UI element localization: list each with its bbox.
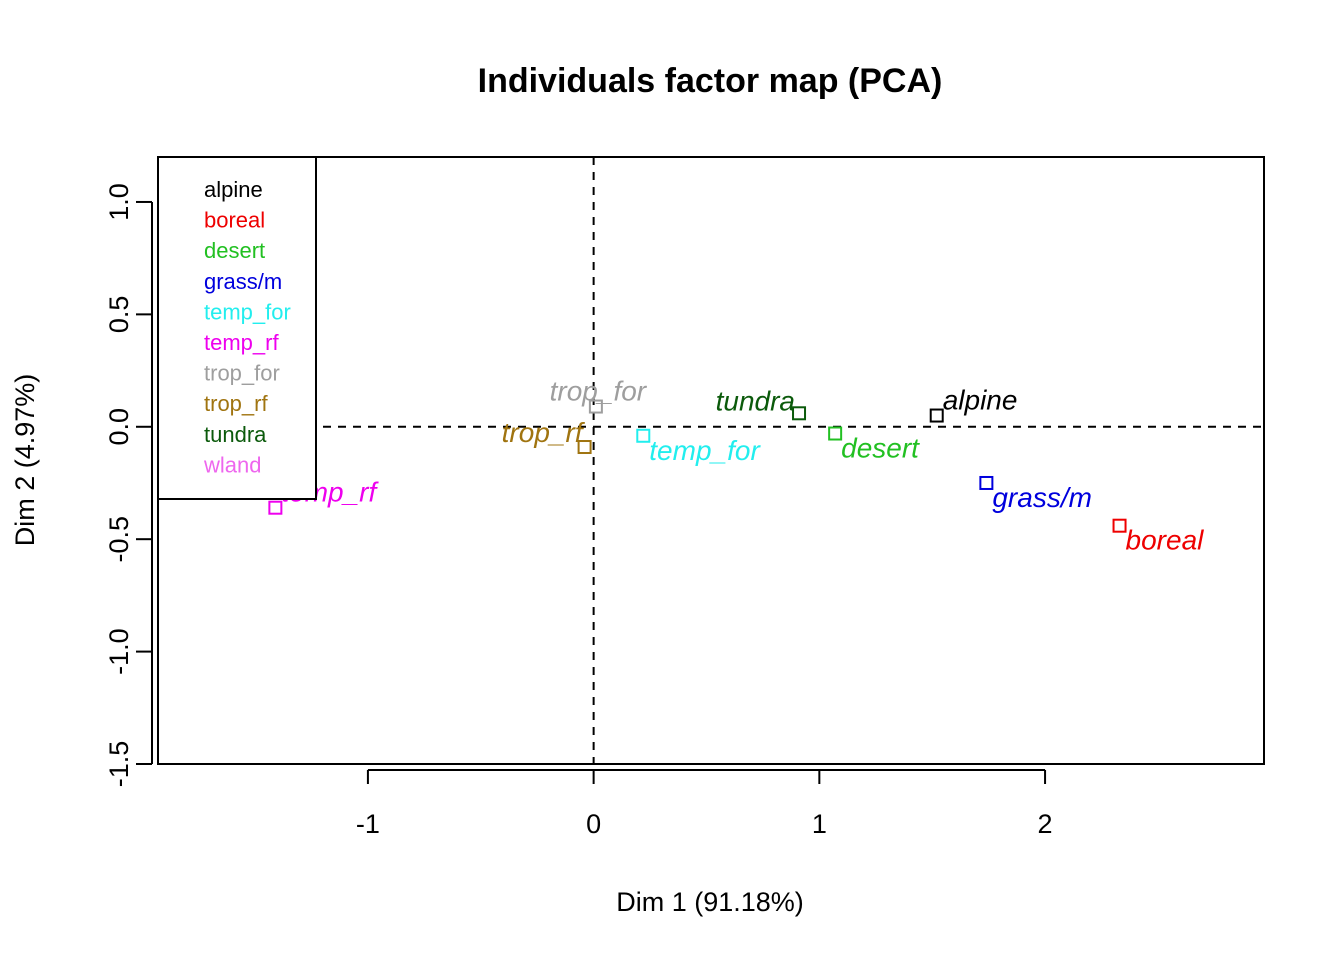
chart-title: Individuals factor map (PCA) (478, 62, 943, 100)
y-axis-label: Dim 2 (4.97%) (10, 374, 40, 547)
point-marker-tundra (792, 406, 807, 421)
legend-entry-temp-for: temp_for (204, 299, 291, 324)
y-tick-label: -1.0 (104, 628, 134, 675)
y-tick-label: 0.0 (104, 408, 134, 446)
legend: alpine boreal desert grass/m temp_for temp_rf… (157, 156, 317, 500)
point-marker-grass-m (979, 475, 994, 490)
point-marker-alpine (929, 408, 944, 423)
x-tick-label: -1 (356, 809, 380, 839)
legend-entry-wland: wland (203, 452, 261, 477)
legend-entry-boreal: boreal (204, 208, 265, 233)
legend-entry-desert: desert (204, 238, 265, 263)
point-marker-trop-for (588, 399, 603, 414)
point-marker-temp-for (636, 428, 651, 443)
point-marker-desert (828, 426, 843, 441)
y-axis: -1.5 -1.0 -0.5 0.0 0.5 1.0 (104, 183, 153, 788)
x-tick-label: 1 (812, 809, 827, 839)
point-marker-temp-rf (268, 500, 283, 515)
point-label-temp-for: temp_for (649, 435, 761, 466)
x-axis: -1 0 1 2 (356, 769, 1053, 839)
legend-entry-trop-rf: trop_rf (204, 391, 268, 416)
legend-entry-trop-for: trop_for (204, 361, 280, 386)
x-tick-label: 0 (586, 809, 601, 839)
y-tick-label: 1.0 (104, 183, 134, 221)
legend-box (157, 156, 317, 500)
point-label-desert: desert (841, 433, 920, 464)
point-label-alpine: alpine (943, 385, 1018, 416)
legend-entry-grass-m: grass/m (204, 269, 282, 294)
legend-entry-tundra: tundra (204, 422, 267, 447)
data-points: alpineborealdesertgrass/mtemp_fortemp_rf… (268, 376, 1205, 556)
point-label-tundra: tundra (716, 385, 795, 416)
point-marker-boreal (1112, 518, 1127, 533)
y-tick-label: 0.5 (104, 296, 134, 334)
legend-entry-alpine: alpine (204, 177, 263, 202)
point-marker-trop-rf (577, 440, 592, 455)
y-tick-label: -1.5 (104, 741, 134, 788)
reference-lines (158, 157, 1264, 764)
y-tick-label: -0.5 (104, 516, 134, 563)
point-label-grass-m: grass/m (992, 482, 1092, 513)
x-axis-label: Dim 1 (91.18%) (616, 887, 804, 917)
x-tick-label: 2 (1038, 809, 1053, 839)
point-label-boreal: boreal (1126, 525, 1205, 556)
legend-entry-temp-rf: temp_rf (204, 330, 279, 355)
point-label-trop-for: trop_for (550, 376, 648, 407)
point-label-trop-rf: trop_rf (502, 417, 586, 448)
